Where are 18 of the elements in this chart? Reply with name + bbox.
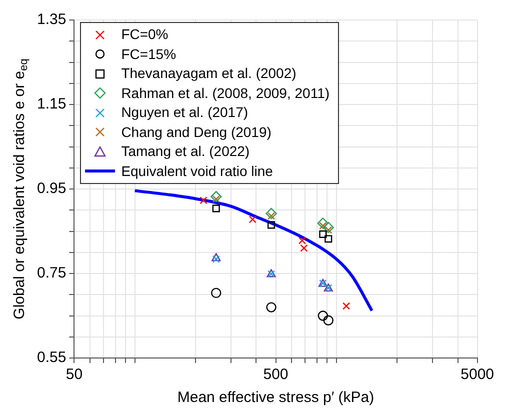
y-axis-title: Global or equivalent void ratios e or eeq bbox=[11, 58, 30, 320]
legend-label: FC=15% bbox=[121, 44, 176, 64]
y-tick-label: 1.35 bbox=[36, 11, 66, 28]
y-tick-label: 1.15 bbox=[36, 96, 66, 113]
legend-label: Rahman et al. (2008, 2009, 2011) bbox=[121, 84, 330, 103]
legend-label: FC=0% bbox=[121, 25, 168, 44]
legend-label: Chang and Deng (2019) bbox=[121, 122, 272, 142]
x-tick-label: 500 bbox=[263, 366, 288, 384]
y-tick-label: 0.75 bbox=[36, 264, 66, 282]
x-tick-label: 50 bbox=[66, 366, 83, 384]
legend-label: Equivalent void ratio line bbox=[121, 162, 273, 181]
legend-label: Tamang et al. (2022) bbox=[121, 142, 250, 161]
x-axis-title: Mean effective stress p′ (kPa) bbox=[177, 389, 374, 406]
x-tick-label: 5000 bbox=[460, 366, 494, 384]
legend-label: Thevanayagam et al. (2002) bbox=[121, 64, 296, 83]
legend-label: Nguyen et al. (2017) bbox=[121, 103, 248, 122]
y-tick-label: 0.95 bbox=[36, 180, 66, 198]
y-tick-label: 0.55 bbox=[36, 349, 66, 366]
